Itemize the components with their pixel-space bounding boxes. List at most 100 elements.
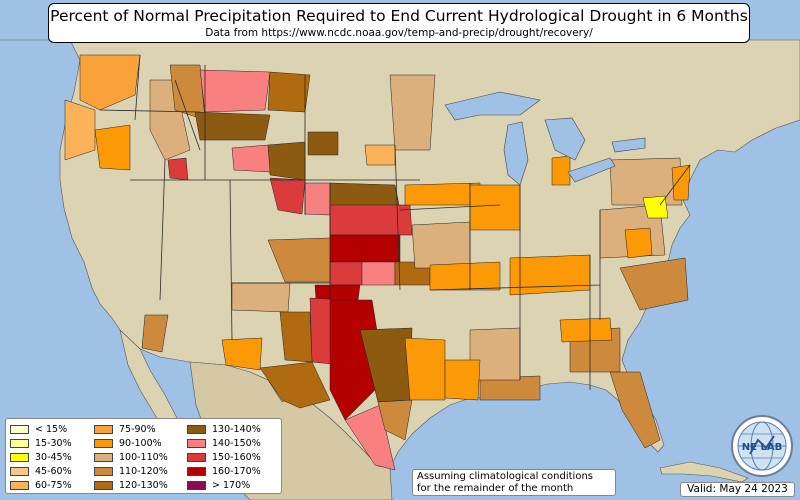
- region-oregon-east: [94, 124, 131, 171]
- legend-item: 30-45%: [10, 450, 72, 464]
- region-arkansas: [429, 261, 501, 291]
- legend-swatch: [94, 466, 113, 476]
- legend-item: 120-130%: [94, 478, 168, 492]
- legend-swatch: [10, 438, 29, 448]
- state-borders: [99, 54, 691, 390]
- region-arizona-south: [221, 337, 263, 371]
- region-wyoming-red: [231, 144, 271, 173]
- legend-item: 150-160%: [187, 450, 261, 464]
- region-kansas: [329, 234, 401, 263]
- region-texas-west: [259, 361, 331, 409]
- legend-column-1: < 15% 15-30% 30-45% 45-60% 60-75%: [10, 422, 72, 492]
- legend-item: 15-30%: [10, 436, 72, 450]
- region-nebraska: [304, 182, 331, 216]
- note-line-2: for the remainder of the month: [417, 483, 574, 494]
- legend-label: 110-120%: [119, 465, 168, 477]
- legend-swatch: [187, 424, 206, 434]
- legend-swatch: [10, 480, 29, 490]
- legend-label: 140-150%: [212, 437, 261, 449]
- region-illinois: [469, 184, 521, 231]
- legend-swatch: [187, 438, 206, 448]
- legend-item: > 170%: [187, 478, 261, 492]
- legend-swatch: [94, 452, 113, 462]
- legend-item: < 15%: [10, 422, 72, 436]
- region-wyoming: [267, 141, 306, 181]
- region-florida: [609, 371, 661, 449]
- legend-column-3: 130-140% 140-150% 150-160% 160-170% > 17…: [187, 422, 261, 492]
- drought-regions: [64, 54, 691, 471]
- legend-column-2: 75-90% 90-100% 100-110% 110-120% 120-130…: [94, 422, 168, 492]
- region-michigan-south: [551, 155, 571, 186]
- region-arizona-west: [141, 314, 169, 353]
- legend-label: 75-90%: [119, 423, 156, 435]
- region-minnesota: [389, 74, 436, 151]
- valid-date: Valid: May 24 2023: [680, 482, 795, 497]
- legend-label: 45-60%: [35, 465, 72, 477]
- legend-item: 110-120%: [94, 464, 168, 478]
- legend-item: 130-140%: [187, 422, 261, 436]
- legend-item: 60-75%: [10, 478, 72, 492]
- region-new-mexico-central: [279, 311, 313, 363]
- globe-icon: NE LAB: [731, 415, 793, 477]
- legend-swatch: [10, 466, 29, 476]
- region-oklahoma-east: [361, 261, 396, 286]
- legend-label: 150-160%: [212, 451, 261, 463]
- lake-huron: [544, 117, 586, 161]
- logo-text: NE LAB: [742, 442, 782, 453]
- region-virginia-orange: [624, 227, 653, 259]
- legend-label: 30-45%: [35, 451, 72, 463]
- region-georgia-north: [559, 317, 613, 343]
- title-box: Percent of Normal Precipitation Required…: [48, 3, 750, 43]
- legend-swatch: [187, 452, 206, 462]
- region-texas-coast: [377, 399, 413, 441]
- assumption-note: Assuming climatological conditions for t…: [412, 469, 616, 496]
- region-idaho: [149, 79, 191, 161]
- legend-item: 140-150%: [187, 436, 261, 450]
- legend-item: 100-110%: [94, 450, 168, 464]
- region-oklahoma: [329, 261, 363, 286]
- legend-swatch: [10, 452, 29, 462]
- great-lakes: [444, 91, 646, 186]
- legend-swatch: [94, 424, 113, 434]
- region-montana-south: [194, 111, 271, 141]
- region-mid-atlantic: [609, 157, 683, 206]
- legend-label: 15-30%: [35, 437, 72, 449]
- region-oregon-coast: [64, 99, 96, 161]
- lake-erie: [567, 157, 616, 183]
- region-carolinas: [619, 257, 689, 311]
- map-title: Percent of Normal Precipitation Required…: [50, 7, 748, 25]
- lake-michigan: [503, 121, 529, 186]
- legend-swatch: [187, 480, 206, 490]
- region-missouri: [411, 221, 471, 269]
- legend-label: 60-75%: [35, 479, 72, 491]
- region-montana-east: [267, 71, 311, 113]
- region-south-dakota: [307, 131, 339, 156]
- lake-superior: [444, 91, 541, 121]
- legend-swatch: [187, 466, 206, 476]
- legend: < 15% 15-30% 30-45% 45-60% 60-75% 75-90%…: [5, 418, 282, 494]
- region-iowa: [404, 182, 481, 206]
- legend-item: 45-60%: [10, 464, 72, 478]
- region-dakotas: [364, 144, 396, 166]
- legend-item: 75-90%: [94, 422, 168, 436]
- note-line-1: Assuming climatological conditions: [417, 471, 593, 482]
- region-texas-south: [344, 404, 396, 471]
- region-montana-west: [199, 69, 271, 113]
- legend-label: 120-130%: [119, 479, 168, 491]
- legend-swatch: [10, 424, 29, 434]
- region-new-mexico-west: [231, 282, 291, 313]
- map-subtitle: Data from https://www.ncdc.noaa.gov/temp…: [205, 27, 593, 39]
- region-kansas-north: [329, 204, 413, 236]
- legend-item: 90-100%: [94, 436, 168, 450]
- region-wyoming-colorado: [269, 177, 306, 215]
- legend-label: 90-100%: [119, 437, 162, 449]
- region-washington: [79, 54, 141, 111]
- region-louisiana: [444, 359, 481, 401]
- legend-label: 130-140%: [212, 423, 261, 435]
- region-louisiana-east-texas: [404, 337, 446, 401]
- lab-logo: NE LAB: [730, 414, 794, 478]
- lake-ontario: [611, 137, 646, 153]
- legend-swatch: [94, 480, 113, 490]
- legend-swatch: [94, 438, 113, 448]
